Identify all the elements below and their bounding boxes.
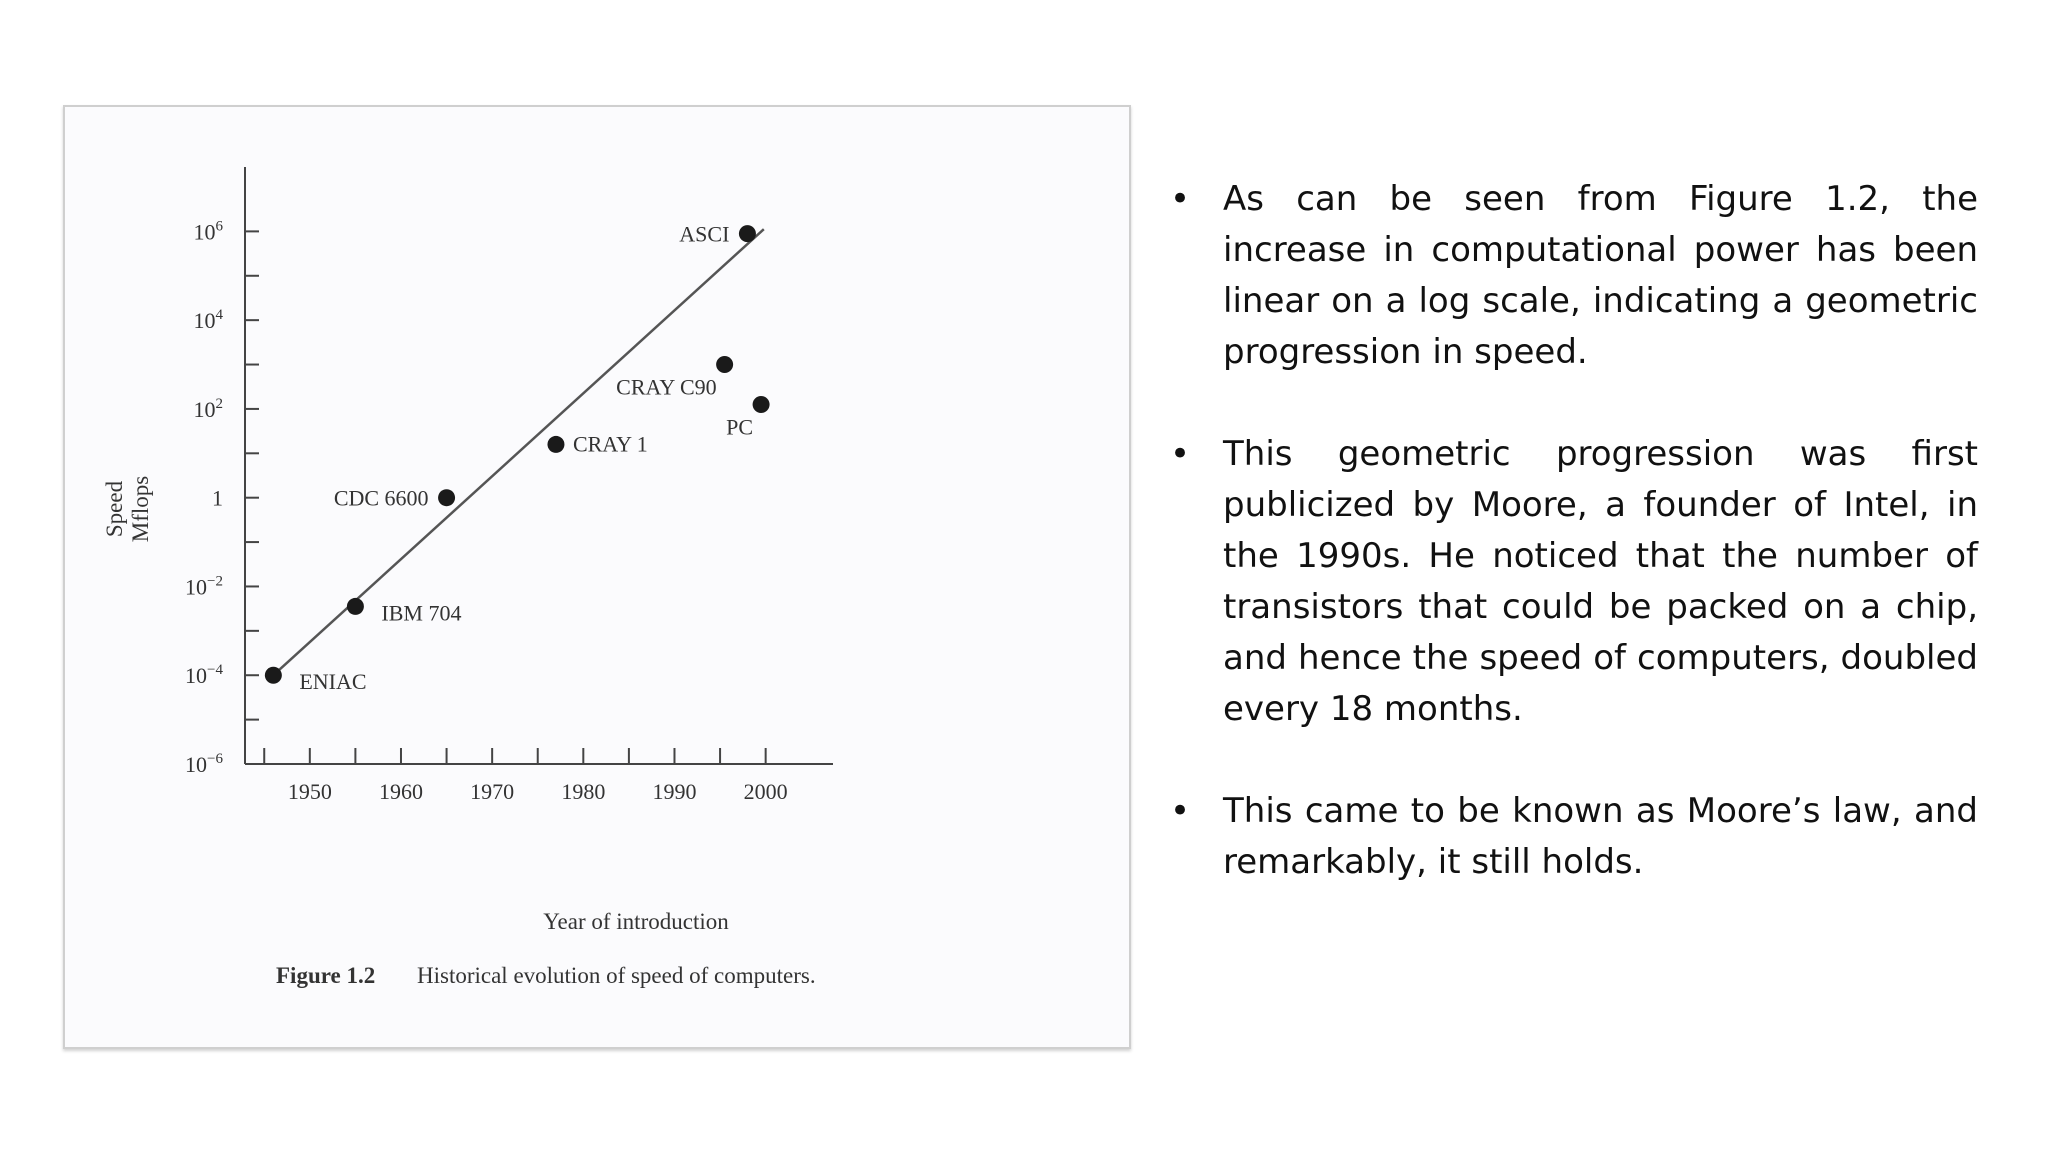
bullet-marker: • — [1170, 434, 1191, 474]
y-tick-label: 10−2 — [185, 573, 223, 599]
axes: 106 104 102 1 10−2 10−4 10−6 1950 1960 1970 1980 19… — [185, 167, 833, 804]
speed-chart: 106 104 102 1 10−2 10−4 10−6 1950 1960 1970 1980 19… — [102, 167, 833, 988]
figure-caption-label: Figure 1.2 — [276, 963, 375, 988]
data-point — [264, 666, 282, 684]
data-point-label: ASCI — [679, 222, 729, 247]
x-tick-label: 1980 — [561, 779, 605, 804]
data-point-label: PC — [726, 414, 753, 439]
bullet-text: This geometric progression was first pub… — [1223, 434, 1978, 729]
bullet-text: As can be seen from Figure 1.2, the incr… — [1223, 179, 1978, 372]
y-tick-label: 106 — [194, 218, 224, 244]
x-tick-label: 1960 — [379, 779, 423, 804]
data-point-label: CRAY 1 — [573, 431, 648, 456]
data-point — [346, 597, 364, 615]
data-point-label: CRAY C90 — [616, 375, 716, 400]
x-tick-label: 1950 — [288, 779, 332, 804]
bullet-item: • This geometric progression was first p… — [1170, 429, 1978, 735]
x-tick-label: 1970 — [470, 779, 514, 804]
x-tick-label: 1990 — [652, 779, 696, 804]
bullet-list: • As can be seen from Figure 1.2, the in… — [1170, 174, 1978, 939]
bullet-marker: • — [1170, 179, 1191, 219]
y-axis-units: Mflops — [128, 476, 153, 543]
y-tick-label: 10−4 — [185, 662, 223, 688]
y-tick-label: 102 — [194, 396, 224, 422]
data-point — [438, 489, 456, 507]
bullet-item: • This came to be known as Moore’s law, … — [1170, 786, 1978, 888]
data-point — [752, 395, 770, 413]
bullet-marker: • — [1170, 791, 1191, 831]
data-point-label: CDC 6600 — [334, 486, 429, 511]
y-axis-title: Speed — [102, 480, 127, 537]
data-point-label: IBM 704 — [381, 600, 461, 625]
x-axis-title: Year of introduction — [543, 909, 729, 934]
trend-line-group — [272, 228, 765, 677]
y-tick-label: 10−6 — [185, 751, 223, 777]
y-tick-label: 104 — [194, 307, 224, 333]
bullet-item: • As can be seen from Figure 1.2, the in… — [1170, 174, 1978, 378]
data-point-label: ENIAC — [299, 669, 366, 694]
data-point — [716, 356, 734, 374]
bullet-text: This came to be known as Moore’s law, an… — [1223, 791, 1978, 882]
axis-labels: Speed Mflops Year of introduction Figure… — [102, 476, 816, 988]
x-tick-label: 2000 — [744, 779, 788, 804]
data-point — [738, 225, 756, 243]
data-point — [547, 435, 565, 453]
figure-panel: 106 104 102 1 10−2 10−4 10−6 1950 1960 1970 1980 19… — [63, 105, 1131, 1049]
data-points: ENIAC IBM 704 CDC 6600 CRAY 1 CRAY C90 PC ASCI — [264, 222, 770, 694]
trend-line — [272, 228, 765, 677]
figure-caption-text: Historical evolution of speed of compute… — [417, 963, 816, 988]
y-tick-label: 1 — [212, 486, 223, 511]
